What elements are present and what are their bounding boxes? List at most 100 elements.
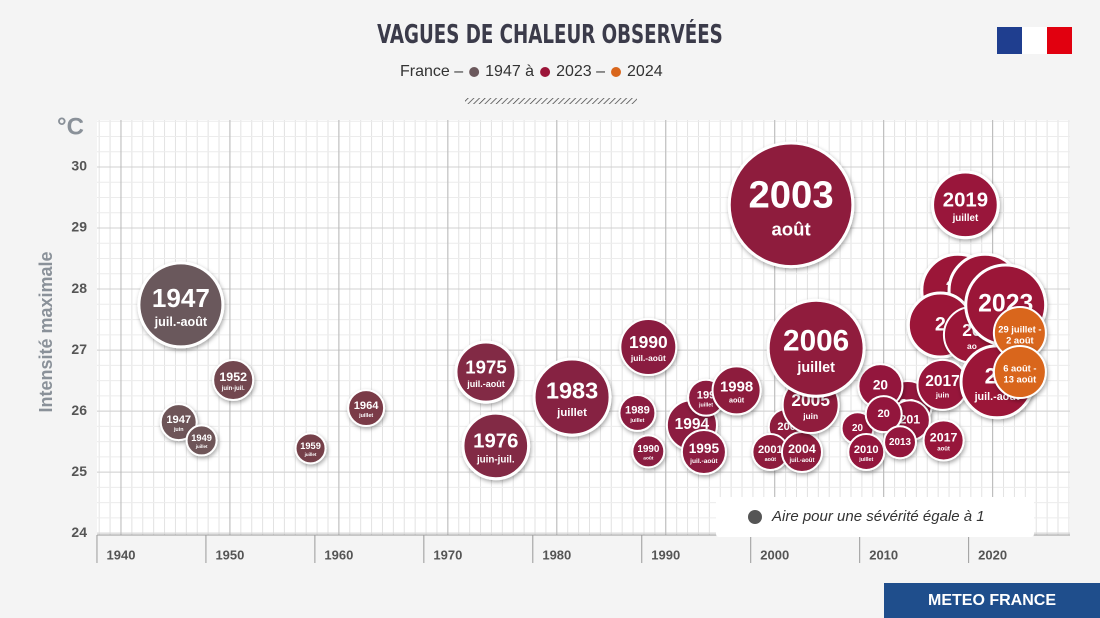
bubble bbox=[185, 424, 218, 457]
bubble bbox=[727, 141, 855, 269]
bubble-label: 2013 bbox=[889, 437, 911, 448]
legend: Aire pour une sévérité égale à 1 bbox=[748, 508, 985, 525]
bubble bbox=[137, 261, 225, 349]
bubble-sublabel: août bbox=[772, 219, 811, 240]
y-tick-label: 30 bbox=[71, 158, 87, 174]
bubble-label: 2 bbox=[935, 313, 946, 335]
bubble-label: 2010 bbox=[854, 444, 879, 456]
subtitle: France – 1947 à 2023 – 2024 bbox=[400, 63, 663, 80]
bubble-sublabel: juil.-août bbox=[689, 458, 718, 465]
bubble-sublabel: juillet bbox=[195, 444, 208, 449]
bubble-sublabel: juillet bbox=[629, 418, 644, 424]
bubble-sublabel: juin bbox=[802, 411, 818, 421]
y-tick-label: 28 bbox=[71, 280, 87, 296]
subtitle-dot bbox=[469, 67, 480, 77]
bubble-sublabel: juillet bbox=[952, 213, 979, 224]
footer-box bbox=[884, 583, 1100, 618]
bubble bbox=[619, 318, 678, 377]
y-axis-label: Intensité maximale bbox=[36, 251, 56, 412]
bubble bbox=[711, 365, 762, 416]
bubble-label: 1990 bbox=[629, 332, 668, 352]
y-tick-label: 26 bbox=[71, 402, 87, 418]
bubble-label: 199 bbox=[697, 389, 716, 401]
bubble bbox=[922, 419, 965, 462]
bubble-label: 1995 bbox=[689, 441, 720, 456]
bubble bbox=[347, 389, 386, 428]
bubble-label: 20 bbox=[852, 423, 863, 434]
subtitle-part: 2024 bbox=[627, 63, 663, 80]
bubble-label: 2019 bbox=[943, 189, 988, 211]
bubble-sublabel: ao bbox=[967, 341, 977, 351]
bubble-label: 2017 bbox=[925, 373, 960, 390]
legend-label: Aire pour une sévérité égale à 1 bbox=[771, 508, 985, 525]
bubble-sublabel: juillet bbox=[304, 452, 317, 457]
x-tick-label: 1970 bbox=[433, 547, 462, 562]
y-tick-label: 24 bbox=[71, 524, 87, 540]
bubble-sublabel: juin bbox=[173, 427, 184, 433]
x-tick-label: 1990 bbox=[651, 547, 680, 562]
x-tick-label: 2020 bbox=[978, 547, 1007, 562]
bubble-sublabel: août bbox=[729, 395, 745, 404]
subtitle-dot bbox=[540, 67, 551, 77]
legend-box bbox=[716, 497, 1034, 537]
bubble-label: 20 bbox=[877, 408, 889, 420]
bubble bbox=[631, 434, 666, 469]
subtitle-part: France – bbox=[400, 63, 463, 80]
bubble-label: 1990 bbox=[637, 444, 659, 455]
bubble-sublabel: 2 août bbox=[1006, 335, 1034, 345]
bubble bbox=[680, 428, 727, 476]
bubble-sublabel: juil.-août bbox=[154, 315, 208, 329]
bubble-label: 1998 bbox=[720, 379, 753, 395]
subtitle-part: 2023 – bbox=[556, 63, 605, 80]
bubble bbox=[883, 425, 917, 460]
bubble-label: 20 bbox=[873, 378, 889, 393]
bubble-label: 201 bbox=[899, 413, 920, 427]
x-tick-label: 1960 bbox=[324, 547, 353, 562]
bubble-label: 1976 bbox=[473, 430, 518, 452]
x-tick-label: 1980 bbox=[542, 547, 571, 562]
bubble-sublabel: juil.-août bbox=[788, 458, 814, 464]
bubble-label: 1947 bbox=[152, 283, 210, 313]
y-tick-label: 29 bbox=[71, 219, 87, 235]
bubble-label: 29 juillet - bbox=[998, 324, 1041, 334]
subtitle-dot bbox=[611, 67, 622, 77]
bubble bbox=[992, 345, 1047, 400]
bubble-sublabel: juillet bbox=[358, 413, 373, 419]
bubble-label: 1949 bbox=[191, 433, 212, 443]
y-tick-label: 25 bbox=[71, 463, 87, 479]
bubble bbox=[847, 433, 886, 471]
bubble-label: 1975 bbox=[465, 356, 506, 377]
bubble-label: 1994 bbox=[675, 416, 710, 433]
bubble bbox=[159, 403, 198, 442]
bubble-label: 1989 bbox=[625, 405, 650, 417]
bubble-label: 1964 bbox=[354, 400, 380, 412]
bubble-sublabel: août bbox=[765, 457, 777, 463]
y-unit: °C bbox=[57, 113, 84, 140]
bubbles: 2020220ao202020201201947juil.-août1947ju… bbox=[137, 141, 1048, 481]
bubble-label: 1952 bbox=[219, 370, 247, 384]
y-tick-label: 27 bbox=[71, 341, 87, 357]
bubble-label: 2006 bbox=[783, 324, 849, 357]
bubble bbox=[618, 393, 657, 432]
bubble bbox=[461, 411, 531, 481]
bubble-sublabel: juil.-août bbox=[630, 353, 666, 363]
bubble bbox=[294, 432, 327, 465]
divider bbox=[465, 98, 637, 104]
bubble-label: 6 août - bbox=[1003, 363, 1036, 373]
subtitle-part: 1947 à bbox=[485, 63, 534, 80]
legend-marker bbox=[748, 510, 762, 524]
bubble-label: 1983 bbox=[546, 378, 598, 404]
x-tick-label: 1940 bbox=[107, 547, 136, 562]
bubble-label: 2004 bbox=[788, 442, 816, 456]
bubble-sublabel: août bbox=[643, 455, 653, 461]
bubble-sublabel: juillet bbox=[858, 457, 873, 463]
bubble-sublabel: juil.-août bbox=[466, 379, 505, 389]
x-tick-label: 2010 bbox=[869, 547, 898, 562]
bubble-sublabel: 13 août bbox=[1003, 374, 1036, 384]
bubble-label: 1959 bbox=[300, 441, 321, 451]
bubble-sublabel: juin-juil. bbox=[221, 386, 245, 392]
logo bbox=[997, 27, 1072, 54]
bubble-sublabel: juin bbox=[935, 390, 950, 399]
bubble bbox=[532, 357, 612, 437]
